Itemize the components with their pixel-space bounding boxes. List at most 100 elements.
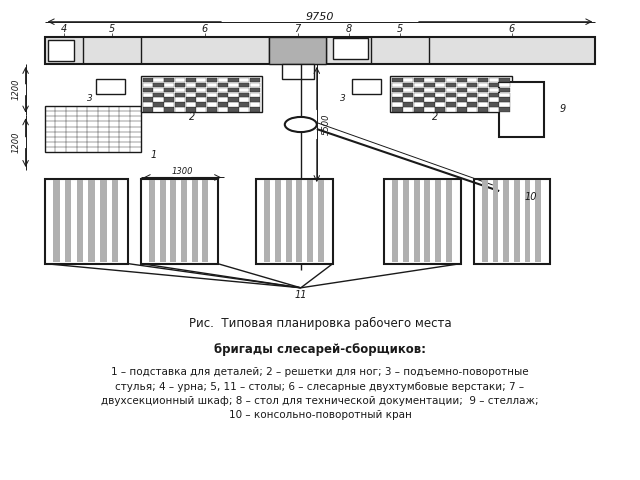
Bar xyxy=(186,87,196,92)
Bar xyxy=(499,87,509,92)
Text: 9750: 9750 xyxy=(306,12,334,22)
Bar xyxy=(202,180,209,262)
Bar xyxy=(196,97,207,102)
Bar xyxy=(143,78,153,82)
Bar xyxy=(186,97,196,102)
Bar xyxy=(164,97,174,102)
Bar xyxy=(403,83,413,87)
Bar xyxy=(413,78,424,82)
Bar xyxy=(499,102,509,107)
Bar xyxy=(478,93,488,97)
Bar xyxy=(239,107,250,111)
Text: 3: 3 xyxy=(340,94,345,103)
Bar xyxy=(164,83,174,87)
Bar xyxy=(143,87,153,92)
Bar xyxy=(228,102,239,107)
Text: Рис.  Типовая планировка рабочего места: Рис. Типовая планировка рабочего места xyxy=(189,317,451,330)
Bar xyxy=(186,93,196,97)
Bar xyxy=(503,180,509,262)
Bar xyxy=(154,87,164,92)
Bar xyxy=(499,83,509,87)
Bar xyxy=(435,78,445,82)
Bar xyxy=(196,93,207,97)
Bar xyxy=(143,93,153,97)
Bar xyxy=(218,107,228,111)
Text: 1 – подставка для деталей; 2 – решетки для ног; 3 – подъемно-поворотные
стулья; : 1 – подставка для деталей; 2 – решетки д… xyxy=(101,367,539,420)
Text: 1300: 1300 xyxy=(172,167,193,176)
Circle shape xyxy=(285,117,317,132)
Bar xyxy=(256,179,333,264)
Bar xyxy=(392,180,398,262)
Text: 6: 6 xyxy=(509,24,515,34)
Bar xyxy=(207,78,217,82)
Bar xyxy=(175,83,185,87)
Bar xyxy=(196,102,207,107)
Text: 5: 5 xyxy=(109,24,115,34)
Bar xyxy=(196,78,207,82)
Bar xyxy=(218,97,228,102)
Bar xyxy=(196,83,207,87)
Bar xyxy=(489,78,499,82)
Bar xyxy=(250,97,260,102)
Bar xyxy=(228,107,239,111)
Bar xyxy=(250,107,260,111)
Text: 11: 11 xyxy=(294,290,307,300)
Bar xyxy=(489,83,499,87)
Bar xyxy=(499,107,509,111)
Bar xyxy=(175,107,185,111)
Bar xyxy=(514,180,520,262)
Bar xyxy=(489,87,499,92)
Bar xyxy=(296,180,302,262)
Bar xyxy=(456,107,467,111)
Bar xyxy=(403,93,413,97)
Bar xyxy=(446,107,456,111)
Bar xyxy=(446,78,456,82)
Bar xyxy=(175,93,185,97)
Text: 3: 3 xyxy=(87,94,92,103)
Bar xyxy=(112,180,118,262)
Text: бригады слесарей-сборщиков:: бригады слесарей-сборщиков: xyxy=(214,343,426,356)
Bar xyxy=(392,93,403,97)
Bar xyxy=(218,102,228,107)
Text: 1: 1 xyxy=(150,150,157,160)
Bar xyxy=(207,102,217,107)
Text: 5500: 5500 xyxy=(322,114,331,135)
Bar xyxy=(435,87,445,92)
Bar xyxy=(478,83,488,87)
Bar xyxy=(77,180,83,262)
Bar xyxy=(435,97,445,102)
Bar xyxy=(467,93,477,97)
Text: 1200: 1200 xyxy=(12,132,20,154)
Bar xyxy=(228,93,239,97)
Bar xyxy=(456,93,467,97)
Bar xyxy=(467,78,477,82)
Bar xyxy=(392,87,403,92)
Bar xyxy=(424,78,435,82)
Bar xyxy=(218,83,228,87)
Bar xyxy=(467,102,477,107)
Bar xyxy=(413,107,424,111)
Bar xyxy=(535,180,541,262)
Bar xyxy=(392,83,403,87)
Bar xyxy=(478,78,488,82)
Bar xyxy=(424,87,435,92)
Bar xyxy=(250,102,260,107)
Bar xyxy=(164,93,174,97)
Text: 6: 6 xyxy=(202,24,208,34)
Bar xyxy=(239,97,250,102)
Bar xyxy=(154,83,164,87)
Bar xyxy=(228,83,239,87)
Bar xyxy=(65,180,71,262)
Bar xyxy=(207,107,217,111)
Bar xyxy=(489,93,499,97)
Bar xyxy=(392,102,403,107)
Bar xyxy=(250,87,260,92)
Bar xyxy=(403,87,413,92)
Bar xyxy=(352,79,381,94)
Bar xyxy=(239,102,250,107)
Text: 8: 8 xyxy=(346,24,352,34)
Bar xyxy=(239,87,250,92)
Bar xyxy=(403,97,413,102)
Bar xyxy=(175,102,185,107)
Bar xyxy=(478,97,488,102)
